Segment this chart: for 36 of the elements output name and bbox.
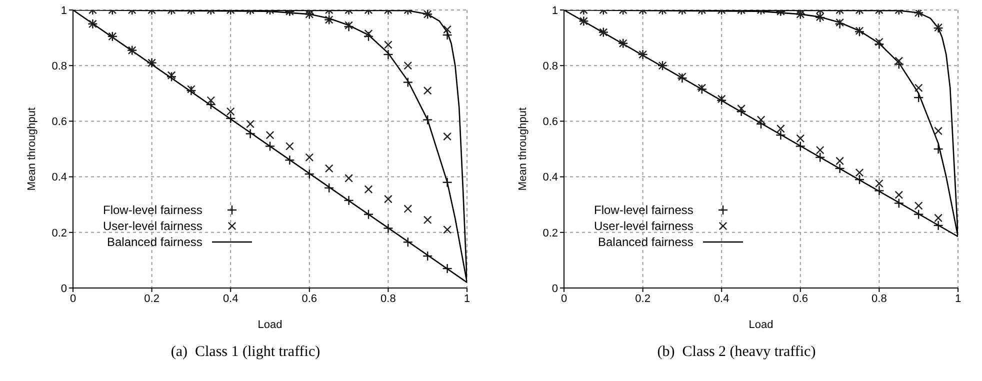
y-tick-label: 0.4 — [542, 172, 558, 184]
y-tick-label: 0.6 — [542, 116, 558, 128]
legend-label: Flow-level fairness — [594, 203, 694, 218]
x-tick-label: 1 — [464, 292, 470, 305]
x-axis-title: Load — [748, 319, 774, 331]
x-tick-label: 0.2 — [144, 292, 160, 305]
legend-label: Flow-level fairness — [103, 203, 202, 218]
x-tick-label: 1 — [954, 292, 962, 305]
y-tick-label: 0.8 — [542, 60, 558, 73]
x-tick-label: 0 — [70, 292, 76, 305]
y-tick-label: 0 — [60, 282, 67, 295]
y-tick-label: 0.8 — [52, 60, 67, 73]
legend-label: Balanced fairness — [106, 235, 202, 250]
y-tick-label: 1 — [552, 4, 558, 17]
y-tick-label: 0.4 — [52, 172, 67, 184]
x-tick-label: 0.2 — [635, 292, 650, 305]
x-tick-label: 0.6 — [792, 292, 808, 305]
legend-label: Balanced fairness — [598, 235, 694, 250]
y-tick-label: 1 — [60, 4, 67, 17]
y-tick-label: 0.6 — [52, 116, 67, 128]
y-tick-label: 0.2 — [52, 227, 67, 240]
x-tick-label: 0 — [560, 292, 568, 305]
x-axis-title: Load — [258, 319, 282, 331]
text: (b) Class 2 (heavy traffic) — [657, 344, 816, 361]
x-tick-label: 0.4 — [222, 292, 238, 305]
legend-label: User-level fairness — [103, 219, 202, 234]
x-tick-label: 0.8 — [380, 292, 396, 305]
y-tick-label: 0.2 — [542, 227, 558, 240]
x-tick-label: 0.4 — [714, 292, 730, 305]
legend-label: User-level fairness — [594, 219, 694, 234]
y-axis-title: Mean throughput — [26, 107, 38, 191]
text: (a) Class 1 (light traffic) — [170, 344, 320, 361]
y-tick-label: 0 — [552, 282, 558, 295]
y-axis-title: Mean throughput — [516, 107, 529, 191]
x-tick-label: 0.8 — [872, 292, 887, 305]
x-tick-label: 0.6 — [302, 292, 318, 305]
